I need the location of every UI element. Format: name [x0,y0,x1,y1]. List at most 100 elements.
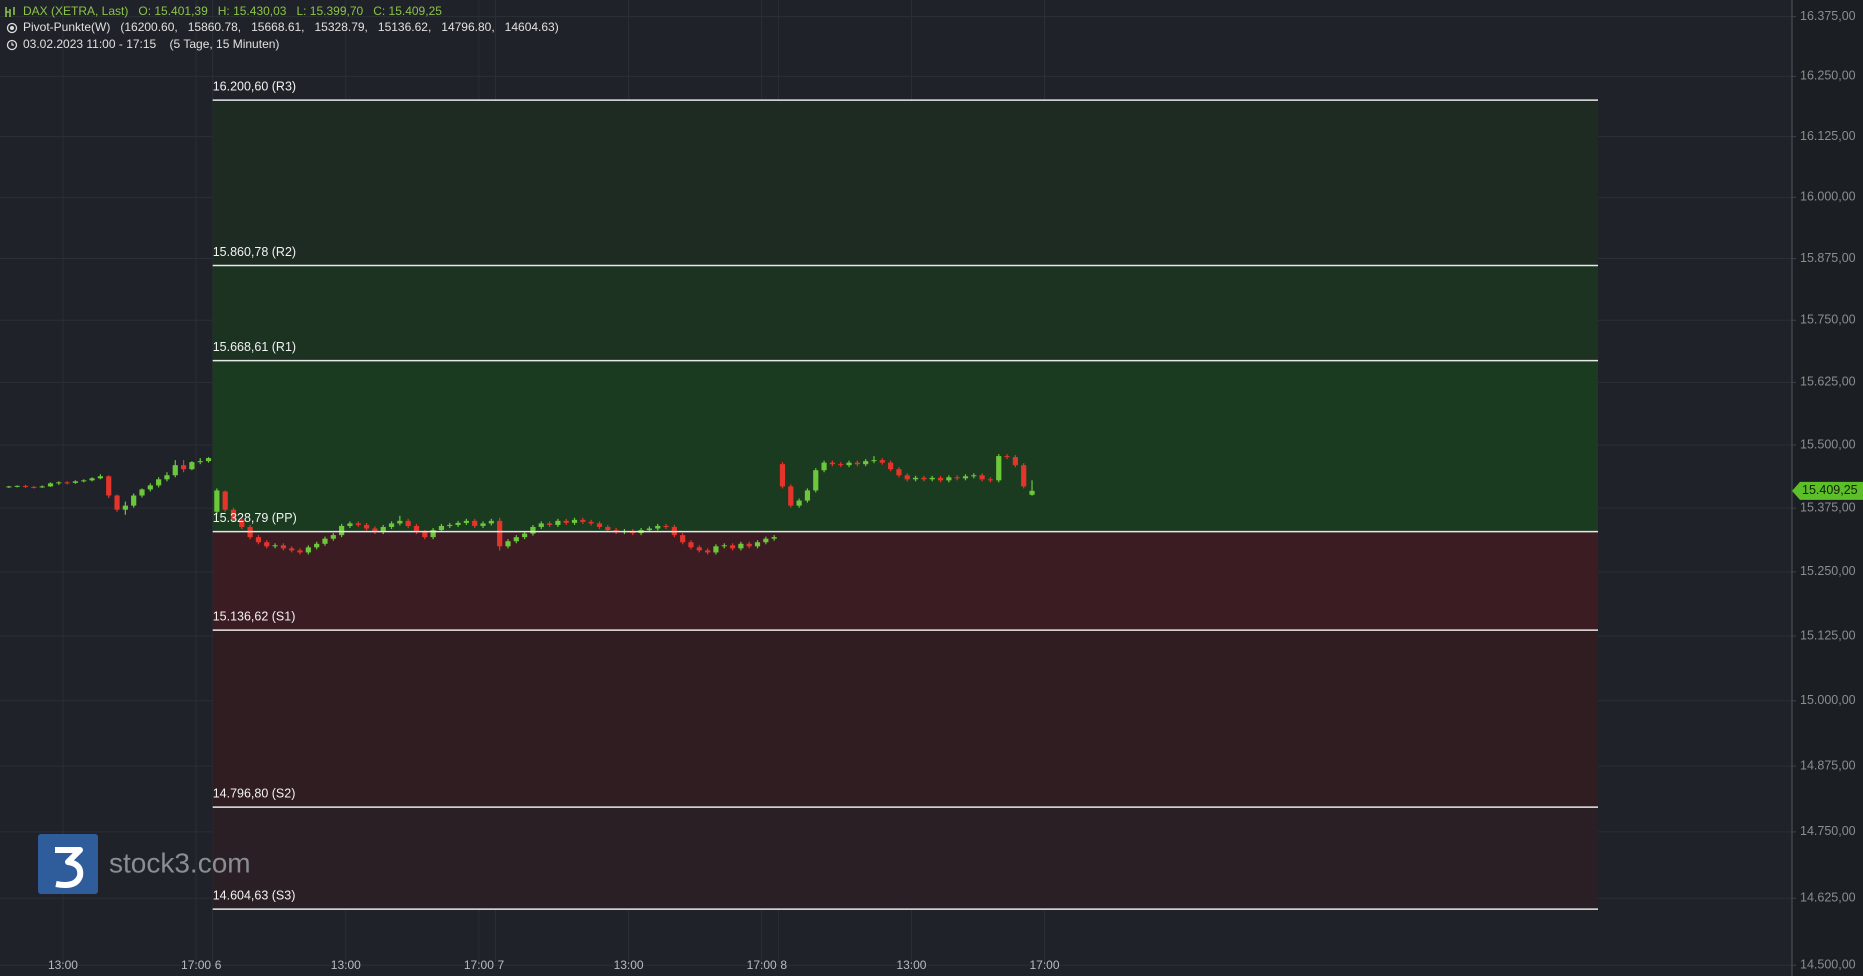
candle-body [139,489,145,496]
candle-body [804,490,811,501]
candle-body [796,500,802,506]
candle-body [147,485,153,490]
candle-body [896,469,902,476]
candle-body [505,541,511,547]
candle-body [1029,490,1035,495]
candle-body [563,520,569,523]
pivot-label: 15.136,62 (S1) [213,609,296,623]
candle-body [888,462,894,470]
candle-body [330,535,336,539]
instrument-line: DAX (XETRA, Last) O: 15.401,39 H: 15.430… [23,4,442,18]
candle-body [571,519,578,523]
candle-body [222,491,228,510]
x-tick-label: 17:00 [181,958,211,972]
candle-body [347,523,353,526]
candle-body [779,464,786,487]
candle-body [821,462,827,471]
candle-body [863,461,869,465]
y-tick-label: 16.000,00 [1800,190,1856,204]
candle-body [114,495,120,510]
candle-body [397,520,403,524]
candle-body [605,526,611,531]
candle-body [538,523,544,527]
candle-body [522,533,528,538]
candle-body [72,481,79,483]
candle-body [921,477,927,480]
candle-body [746,543,752,547]
y-tick-label: 14.750,00 [1800,824,1856,838]
price-tag-label: 15.409,25 [1802,483,1858,497]
candle-body [47,483,54,487]
candle-body [946,477,952,481]
candle-body [829,462,835,465]
y-tick-label: 15.125,00 [1800,628,1856,642]
x-day-label: 7 [498,958,505,972]
candle-body [447,524,453,526]
candle-body [680,535,686,543]
candle-body [380,526,386,533]
x-tick-label: 13:00 [896,958,926,972]
candle-body [721,545,727,547]
candle-body [655,525,661,529]
candle-body [904,475,910,480]
pivot-zone [212,531,1599,631]
x-tick-label: 13:00 [331,958,361,972]
pivot-zone [212,630,1599,808]
candle-body [788,486,794,506]
candle-body [297,550,303,553]
x-day-label: 8 [780,958,787,972]
pivot-zone [212,807,1599,910]
candle-body [89,478,95,481]
watermark: stock3.com [38,834,251,894]
candle-body [912,477,919,480]
candle-body [546,523,553,525]
candle-body [280,545,287,549]
x-tick-label: 13:00 [614,958,644,972]
candle-body [239,519,245,527]
candle-body [1012,457,1018,466]
clock-hands [11,42,14,46]
clock-icon [6,39,18,51]
pivot-label: 15.328,79 (PP) [213,511,297,525]
x-tick-label: 17:00 [1029,958,1059,972]
candle-body [879,460,885,463]
pivot-zones [212,100,1599,910]
candle-body [438,525,445,531]
candle-body [987,479,994,481]
period-line: 03.02.2023 11:00 - 17:15 (5 Tage, 15 Min… [23,37,279,51]
candle-body [81,480,87,482]
candle-body [713,546,719,553]
candle-body [305,547,311,553]
pivot-lines: 16.200,60 (R3) 15.860,78 (R2) 15.668,61 (R… [212,79,1598,910]
candle-body [813,470,819,491]
candle-body [197,461,203,463]
pivot-icon-dot [10,26,14,30]
candle-body [1004,456,1010,458]
candle-body [854,462,860,465]
pivot-label: 15.860,78 (R2) [213,245,296,259]
candle-body [339,525,345,536]
candle-body [314,543,320,548]
candle-body [6,486,12,488]
candle-body [530,526,536,534]
y-tick-label: 15.250,00 [1800,564,1856,578]
price-tag [1792,481,1863,500]
x-day-label: 6 [215,958,222,972]
candle-body [871,460,877,462]
indicator-line: Pivot-Punkte(W) (16200.60, 15860.78, 156… [23,20,559,34]
candle-body [122,505,128,510]
candle-body [413,525,420,533]
axes: 14.500,00 14.625,00 14.750,00 14.875,00 15.0… [48,9,1863,972]
candle-body [405,520,411,526]
candle-body [180,465,187,470]
y-tick-label: 15.875,00 [1800,251,1856,265]
chart-icon [5,7,15,17]
y-tick-label: 15.500,00 [1800,437,1856,451]
candle-body [189,462,195,470]
pivot-zone [212,360,1599,532]
candle-body [230,509,237,520]
pivot-zone [212,265,1599,361]
candle-body [31,486,37,488]
y-tick-label: 14.875,00 [1800,758,1856,772]
